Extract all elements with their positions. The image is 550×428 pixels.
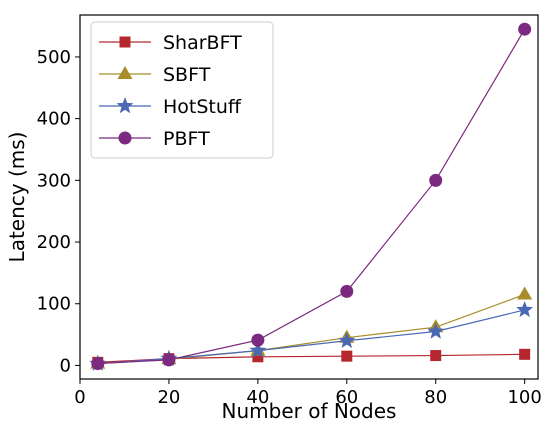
series-pbft (91, 22, 532, 371)
legend-label: SharBFT (163, 32, 242, 54)
x-tick-label: 40 (246, 387, 269, 408)
data-point (517, 286, 533, 300)
data-point (341, 350, 353, 362)
legend-label: PBFT (163, 128, 210, 150)
legend-marker (119, 36, 131, 48)
x-axis: 0 20 40 60 80 100 (74, 379, 542, 408)
y-axis: 0 100 200 300 400 500 (37, 47, 80, 376)
series-line (97, 353, 525, 363)
x-tick-label: 60 (335, 387, 358, 408)
y-axis-title: Latency (ms) (5, 132, 29, 263)
data-point (430, 350, 442, 362)
series-line (97, 28, 526, 365)
series-layer (89, 22, 534, 371)
legend-label: SBFT (163, 64, 211, 86)
data-point (340, 284, 354, 298)
data-point (91, 357, 105, 371)
data-point (429, 173, 443, 187)
series-line (97, 309, 525, 365)
series-sharbft (92, 348, 531, 368)
legend-label: HotStuff (163, 96, 242, 118)
y-tick-label: 100 (37, 294, 71, 315)
data-point (249, 341, 267, 358)
series-hotstuff (89, 301, 534, 371)
x-axis-title: Number of Nodes (222, 399, 397, 423)
data-point (516, 301, 534, 318)
data-point (519, 348, 531, 360)
legend-item-hotstuff: HotStuff (99, 96, 242, 118)
data-point (251, 333, 265, 347)
legend-box (90, 21, 274, 159)
x-tick-label: 80 (424, 387, 447, 408)
x-tick-label: 0 (74, 387, 85, 408)
legend-marker (118, 131, 132, 145)
legend-item-pbft: PBFT (99, 128, 210, 150)
data-point (162, 353, 176, 367)
data-point (427, 322, 445, 339)
y-tick-label: 300 (37, 170, 71, 191)
legend-item-sharbft: SharBFT (99, 32, 242, 54)
y-tick-label: 500 (37, 47, 71, 68)
x-tick-label: 20 (157, 387, 180, 408)
y-tick-label: 0 (60, 355, 71, 376)
x-tick-label: 100 (507, 387, 541, 408)
y-tick-label: 400 (37, 109, 71, 130)
plot-frame (79, 14, 539, 380)
legend-marker (117, 65, 133, 80)
legend-item-sbft: SBFT (99, 64, 211, 86)
legend: SharBFT SBFT HotStuff PBFT (90, 21, 274, 159)
series-line (97, 293, 525, 365)
legend-marker (116, 97, 134, 114)
data-point (338, 331, 356, 348)
data-point (518, 22, 532, 36)
y-tick-label: 200 (37, 232, 71, 253)
